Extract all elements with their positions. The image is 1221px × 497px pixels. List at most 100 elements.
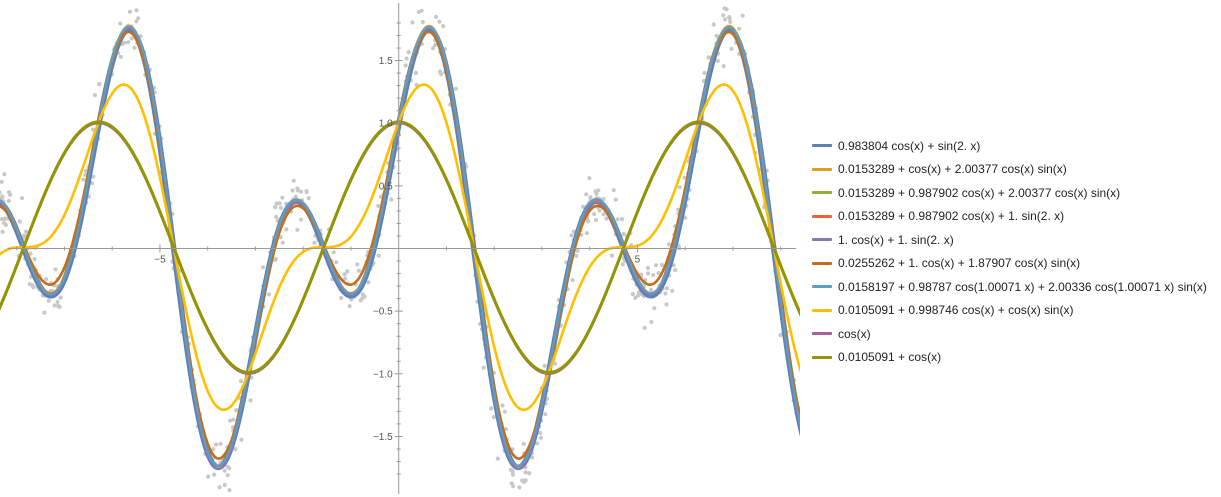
y-tick-label: −1.0 — [373, 369, 393, 380]
scatter-point — [228, 418, 233, 423]
scatter-point — [711, 22, 716, 27]
legend-swatch — [812, 191, 832, 195]
scatter-point — [360, 292, 365, 297]
scatter-point — [225, 473, 230, 478]
scatter-point — [502, 409, 507, 414]
legend-swatch — [812, 238, 832, 242]
scatter-point — [677, 185, 682, 190]
legend-label: cos(x) — [838, 326, 871, 341]
scatter-point — [670, 288, 675, 293]
scatter-point — [584, 231, 590, 236]
scatter-point — [227, 488, 232, 493]
scatter-point — [0, 194, 5, 199]
scatter-point — [419, 8, 424, 13]
scatter-point — [702, 70, 707, 75]
scatter-point — [274, 201, 279, 206]
scatter-point — [273, 205, 278, 210]
scatter-point — [214, 442, 219, 447]
scatter-point — [312, 240, 317, 245]
y-tick-label: −0.5 — [373, 307, 393, 318]
scatter-point — [343, 276, 348, 281]
scatter-point — [723, 17, 728, 22]
scatter-point — [715, 58, 720, 64]
legend-item: 0.0158197 + 0.98787 cos(1.00071 x) + 2.0… — [812, 275, 1217, 299]
axes — [8, 3, 796, 494]
scatter-point — [118, 21, 123, 26]
scatter-point — [280, 195, 285, 200]
legend: 0.983804 cos(x) + sin(2. x) 0.0153289 + c… — [812, 134, 1217, 369]
scatter-point — [410, 20, 415, 25]
scatter-point — [2, 216, 7, 221]
plot-area: −10−5510−1.5−1.0−0.50.51.01.5 — [0, 3, 800, 494]
scatter-point — [489, 406, 494, 411]
scatter-point — [134, 19, 139, 24]
scatter-point — [683, 215, 688, 220]
scatter-point — [596, 188, 601, 193]
scatter-point — [132, 45, 137, 50]
scatter-point — [439, 72, 444, 77]
legend-label: 0.0158197 + 0.98787 cos(1.00071 x) + 2.0… — [838, 279, 1207, 294]
scatter-point — [500, 403, 505, 408]
scatter-point — [295, 227, 300, 232]
scatter-point — [356, 268, 361, 273]
scatter-point — [406, 50, 411, 55]
scatter-point — [46, 298, 51, 303]
scatter-point — [293, 194, 298, 199]
scatter-point — [621, 231, 626, 236]
legend-label: 0.0105091 + 0.998746 cos(x) + cos(x) sin… — [838, 303, 1074, 318]
scatter-point — [538, 435, 543, 440]
scatter-point — [222, 482, 227, 488]
scatter-point — [28, 251, 33, 256]
scatter-point — [611, 188, 616, 193]
scatter-point — [664, 286, 670, 291]
scatter-point — [652, 306, 657, 311]
scatter-point — [2, 221, 7, 226]
scatter-point — [727, 15, 732, 20]
scatter-point — [274, 214, 279, 219]
legend-label: 0.983804 cos(x) + sin(2. x) — [838, 138, 981, 153]
scatter-point — [304, 190, 309, 195]
axis-ticks: −10−5510−1.5−1.0−0.50.51.01.5 — [16, 22, 782, 475]
scatter-point — [642, 325, 647, 330]
y-tick-label: 1.0 — [379, 119, 393, 130]
scatter-point — [280, 240, 285, 245]
scatter-point — [609, 253, 615, 258]
scatter-point — [126, 40, 131, 45]
scatter-point — [211, 447, 216, 452]
scatter-point — [217, 485, 222, 490]
scatter-point — [0, 190, 2, 195]
scatter-point — [24, 229, 29, 234]
legend-swatch — [812, 214, 832, 218]
legend-item: cos(x) — [812, 322, 1217, 346]
scatter-point — [27, 282, 32, 287]
scatter-point — [729, 46, 734, 52]
scatter-point — [355, 262, 360, 267]
scatter-point — [724, 7, 729, 12]
scatter-point — [659, 262, 665, 267]
scatter-point — [737, 26, 742, 31]
scatter-point — [527, 471, 532, 476]
y-tick-label: 0.5 — [379, 181, 393, 192]
scatter-point — [666, 242, 672, 247]
legend-item: 0.0105091 + 0.998746 cos(x) + cos(x) sin… — [812, 299, 1217, 323]
legend-swatch — [812, 261, 832, 265]
legend-item: 0.0255262 + 1. cos(x) + 1.87907 cos(x) s… — [812, 252, 1217, 276]
legend-swatch — [812, 144, 832, 148]
scatter-point — [239, 437, 244, 442]
scatter-point — [339, 295, 344, 301]
scatter-point — [360, 296, 365, 301]
scatter-point — [58, 295, 63, 300]
legend-item: 0.0153289 + cos(x) + 2.00377 cos(x) sin(… — [812, 158, 1217, 182]
legend-item: 0.983804 cos(x) + sin(2. x) — [812, 134, 1217, 158]
scatter-point — [127, 9, 133, 14]
scatter-point — [0, 179, 4, 184]
scatter-point — [2, 172, 7, 177]
scatter-point — [543, 412, 548, 417]
scatter-point — [277, 201, 282, 206]
legend-label: 0.0153289 + 0.987902 cos(x) + 1. sin(2. … — [838, 209, 1065, 224]
scatter-point — [260, 265, 266, 270]
scatter-point — [136, 16, 141, 21]
scatter-point — [298, 217, 304, 222]
legend-swatch — [812, 332, 832, 336]
scatter-point — [89, 181, 95, 186]
